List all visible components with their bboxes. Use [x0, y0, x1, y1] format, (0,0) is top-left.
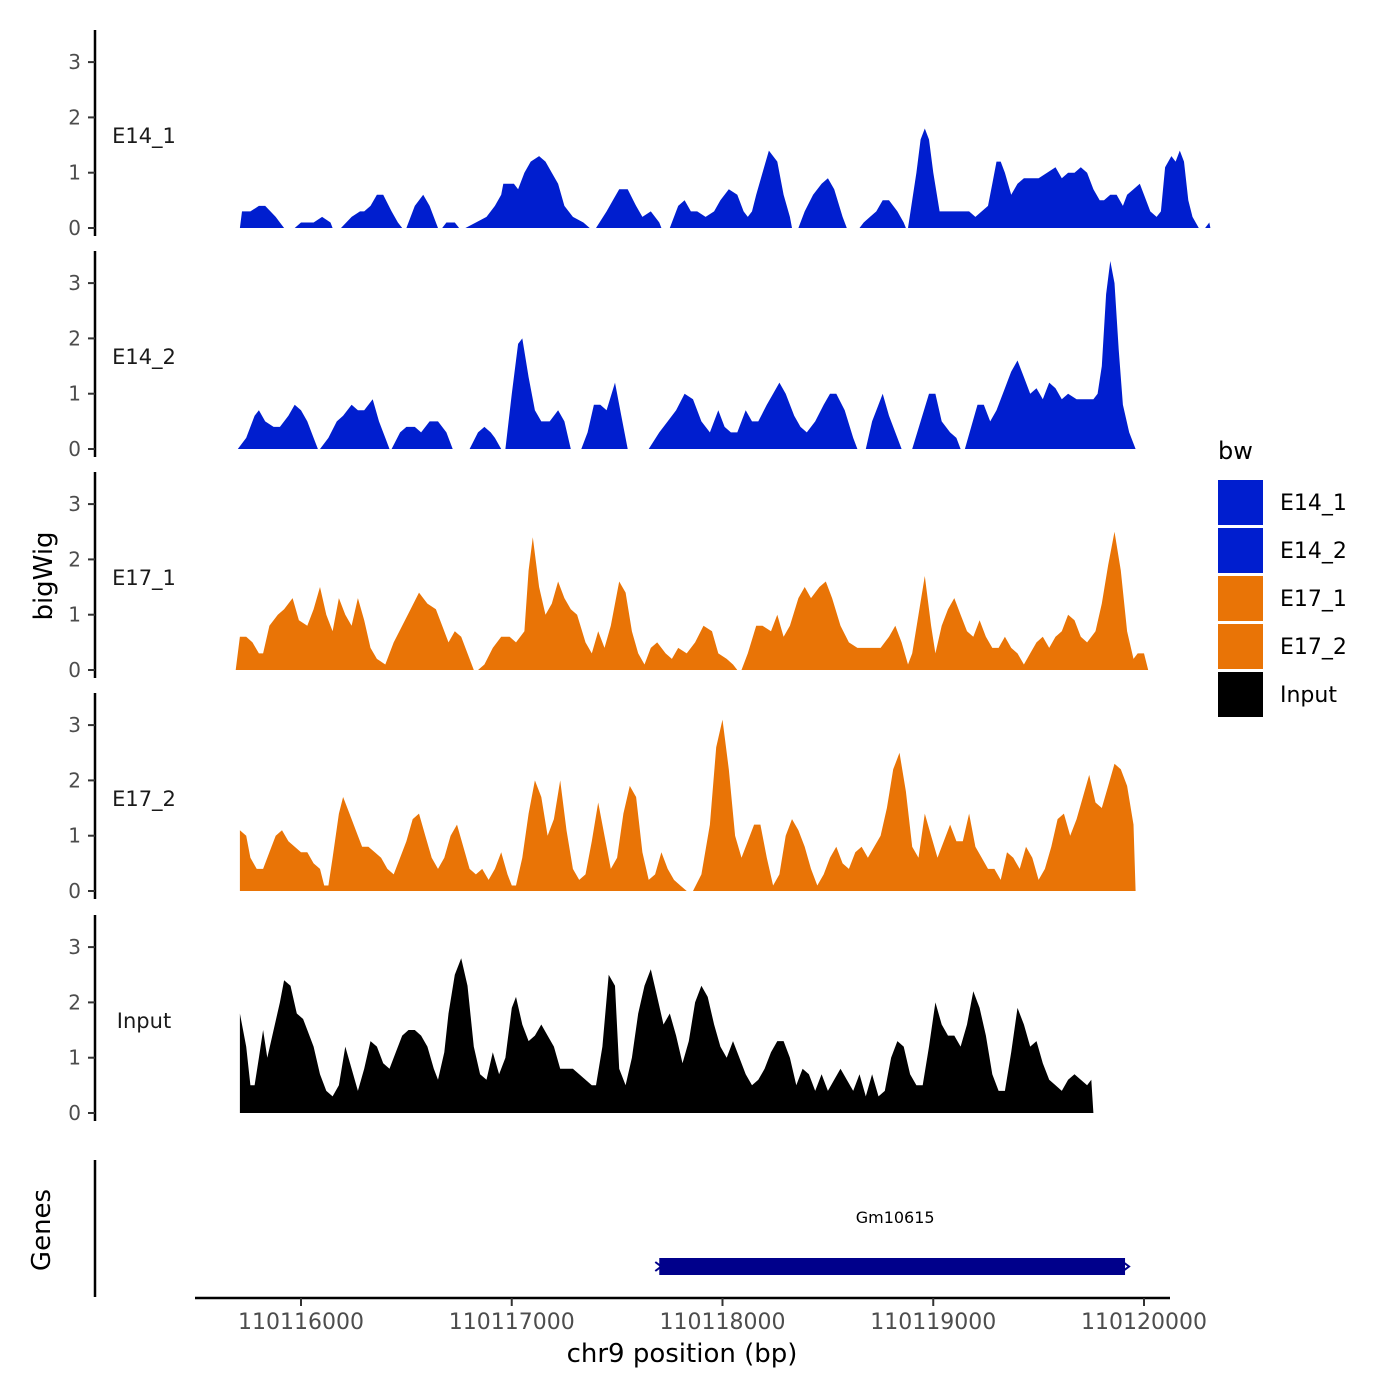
- area-series-E14_2: [237, 261, 1136, 449]
- legend-title: bw: [1218, 437, 1253, 465]
- panel-label: E17_2: [112, 787, 176, 812]
- area-series-E14_1: [239, 128, 1211, 228]
- y-tick-label: 3: [68, 492, 81, 516]
- y-tick-label: 1: [68, 1046, 81, 1070]
- x-axis-label: chr9 position (bp): [567, 1339, 798, 1369]
- x-tick-label: 110119000: [870, 1310, 996, 1335]
- legend-label: E17_1: [1280, 587, 1347, 612]
- y-axis-label: bigWig: [29, 531, 59, 620]
- x-tick-label: 110117000: [449, 1310, 575, 1335]
- panel-E14_1: 0 1 2 3 E14_1: [68, 30, 1211, 240]
- legend-swatch-E17_1: [1218, 576, 1263, 621]
- panel-label: Input: [117, 1009, 171, 1033]
- track-panels: 0 1 2 3 E14_1 0 1 2 3 E14_2 0 1 2 3 E17_1 0 1 2 3 E17_2 0 1 2 3…: [68, 30, 1211, 1125]
- legend-label: Input: [1280, 683, 1337, 708]
- y-tick-label: 1: [68, 382, 81, 406]
- gene-body: [659, 1258, 1126, 1275]
- y-tick-label: 3: [68, 935, 81, 959]
- y-tick-label: 2: [68, 990, 81, 1014]
- legend-label: E17_2: [1280, 635, 1347, 660]
- legend-label: E14_2: [1280, 539, 1347, 564]
- x-tick-label: 110118000: [660, 1310, 786, 1335]
- legend-swatch-E14_1: [1218, 480, 1263, 525]
- strand-arrow: [1122, 1261, 1131, 1272]
- y-tick-label: 3: [68, 713, 81, 737]
- legend-swatch-E17_2: [1218, 624, 1263, 669]
- y-tick-label: 0: [68, 216, 81, 240]
- panel-E17_1: 0 1 2 3 E17_1: [68, 472, 1149, 682]
- x-axis: 110116000 110117000 110118000 110119000 1101…: [195, 1296, 1207, 1335]
- genes-track: Gm10615: [93, 1160, 1131, 1297]
- y-tick-label: 0: [68, 1101, 81, 1125]
- legend-swatch-Input: [1218, 672, 1263, 717]
- y-tick-label: 1: [68, 824, 81, 848]
- panel-E17_2: 0 1 2 3 E17_2: [68, 693, 1136, 903]
- y-tick-label: 3: [68, 271, 81, 295]
- area-series-E17_1: [235, 531, 1149, 670]
- x-tick-label: 110120000: [1081, 1310, 1207, 1335]
- panel-label: E14_2: [112, 345, 176, 370]
- y-tick-label: 0: [68, 658, 81, 682]
- panel-label: E17_1: [112, 566, 176, 591]
- legend: bw E14_1 E14_2 E17_1 E17_2 Input: [1218, 437, 1347, 717]
- legend-swatch-E14_2: [1218, 528, 1263, 573]
- y-tick-label: 1: [68, 603, 81, 627]
- y-tick-label: 2: [68, 547, 81, 571]
- area-series-Input: [239, 958, 1094, 1113]
- genes-axis-label: Genes: [27, 1189, 57, 1271]
- panel-label: E14_1: [112, 124, 176, 149]
- y-tick-label: 1: [68, 161, 81, 185]
- y-tick-label: 3: [68, 50, 81, 74]
- y-tick-label: 2: [68, 105, 81, 129]
- y-tick-label: 2: [68, 768, 81, 792]
- y-tick-label: 0: [68, 879, 81, 903]
- strand-arrow: [654, 1261, 663, 1272]
- x-tick-label: 110116000: [238, 1310, 364, 1335]
- y-tick-label: 2: [68, 326, 81, 350]
- panel-Input: 0 1 2 3 Input: [68, 915, 1094, 1125]
- legend-label: E14_1: [1280, 491, 1347, 516]
- area-series-E17_2: [239, 719, 1136, 891]
- y-tick-label: 0: [68, 437, 81, 461]
- panel-E14_2: 0 1 2 3 E14_2: [68, 251, 1136, 461]
- gene-label: Gm10615: [856, 1208, 935, 1227]
